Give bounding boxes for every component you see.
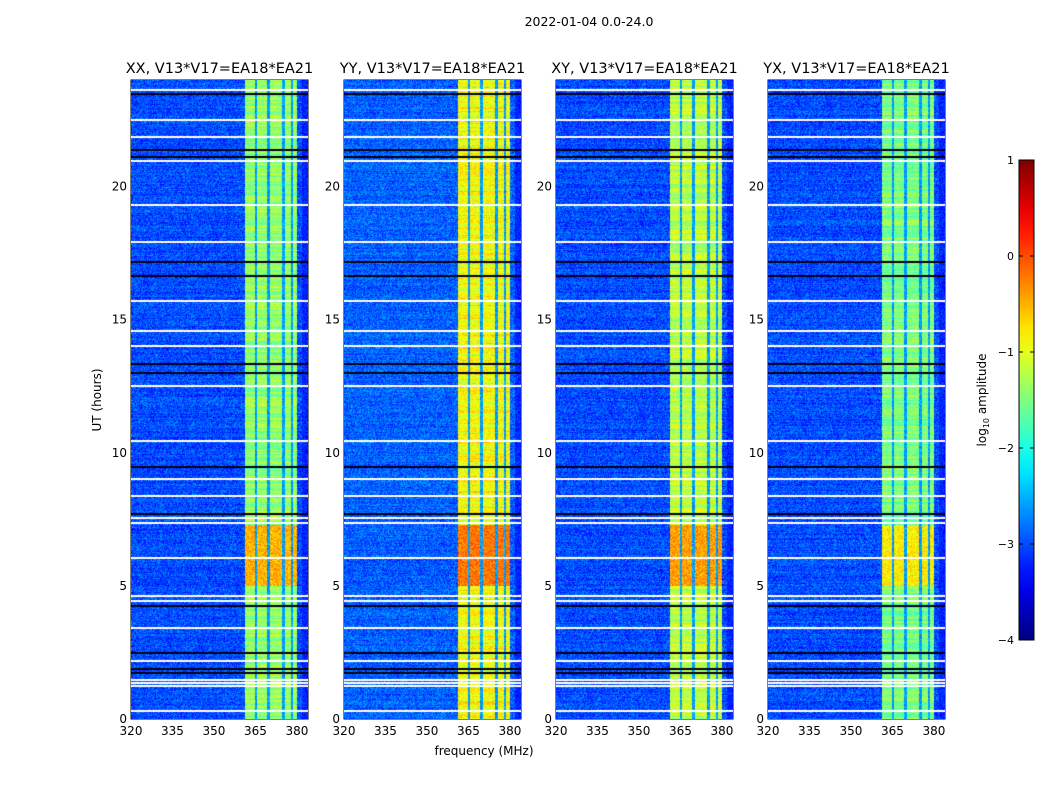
spectrogram-xy	[556, 80, 733, 719]
panel: XY, V13*V17=EA18*EA21 320 335 350 365 380 0 5 10…	[537, 61, 738, 738]
x-tick-label: 350	[203, 724, 226, 738]
panel: YX, V13*V17=EA18*EA21 320 335 350 365 380 0 5 10…	[749, 61, 950, 738]
x-tick-label: 365	[457, 724, 480, 738]
y-tick-label: 15	[112, 313, 127, 327]
y-tick-label: 10	[112, 446, 127, 460]
y-tick-label: 0	[332, 712, 340, 726]
x-tick-label: 350	[628, 724, 651, 738]
x-tick-label: 320	[333, 724, 356, 738]
y-tick-label: 15	[749, 313, 764, 327]
y-tick-label: 0	[544, 712, 552, 726]
colorbar-tick-label: −1	[998, 346, 1014, 359]
y-tick-label: 20	[325, 180, 340, 194]
x-tick-label: 380	[922, 724, 945, 738]
y-tick-label: 15	[537, 313, 552, 327]
colorbar-tick-label: −4	[998, 634, 1014, 647]
panel-title: XY, V13*V17=EA18*EA21	[551, 61, 737, 77]
y-tick-label: 5	[756, 579, 764, 593]
x-tick-label: 320	[120, 724, 143, 738]
x-tick-label: 380	[710, 724, 733, 738]
panel-title: YY, V13*V17=EA18*EA21	[339, 61, 525, 77]
x-tick-label: 320	[545, 724, 568, 738]
y-tick-label: 5	[119, 579, 127, 593]
x-tick-label: 335	[374, 724, 397, 738]
x-axis-label: frequency (MHz)	[434, 744, 533, 758]
y-tick-label: 5	[544, 579, 552, 593]
colorbar-gradient	[1018, 159, 1035, 641]
x-tick-label: 365	[244, 724, 267, 738]
x-tick-label: 350	[416, 724, 439, 738]
y-tick-label: 10	[325, 446, 340, 460]
panel-title: YX, V13*V17=EA18*EA21	[762, 61, 949, 77]
y-tick-label: 15	[325, 313, 340, 327]
x-tick-label: 320	[757, 724, 780, 738]
x-tick-label: 335	[798, 724, 821, 738]
y-tick-label: 20	[749, 180, 764, 194]
spectrogram-yx	[768, 80, 945, 719]
x-tick-label: 335	[161, 724, 184, 738]
y-tick-label: 20	[112, 180, 127, 194]
panel-title: XX, V13*V17=EA18*EA21	[126, 61, 314, 77]
figure-title: 2022-01-04 0.0-24.0	[525, 14, 654, 29]
x-tick-label: 380	[285, 724, 308, 738]
colorbar-label: log10 amplitude	[975, 354, 991, 447]
spectrogram-yy	[344, 80, 521, 719]
y-tick-label: 0	[119, 712, 127, 726]
y-tick-label: 20	[537, 180, 552, 194]
x-tick-label: 350	[840, 724, 863, 738]
y-tick-label: 5	[332, 579, 340, 593]
colorbar-tick-label: −3	[998, 538, 1014, 551]
y-tick-label: 10	[749, 446, 764, 460]
panel: XX, V13*V17=EA18*EA21 320 335 350 365 380 0 5 10…	[112, 61, 314, 738]
x-tick-label: 380	[498, 724, 521, 738]
y-tick-label: 10	[537, 446, 552, 460]
colorbar-tick-label: −2	[998, 442, 1014, 455]
y-axis-label: UT (hours)	[90, 368, 104, 431]
colorbar-tick-label: 1	[1007, 154, 1014, 167]
x-tick-label: 335	[586, 724, 609, 738]
colorbar: 1 0 −1 −2 −3 −4	[998, 154, 1035, 647]
spectrogram-xx	[131, 80, 308, 719]
colorbar-tick-label: 0	[1007, 250, 1014, 263]
y-tick-label: 0	[756, 712, 764, 726]
x-tick-label: 365	[669, 724, 692, 738]
x-tick-label: 365	[881, 724, 904, 738]
